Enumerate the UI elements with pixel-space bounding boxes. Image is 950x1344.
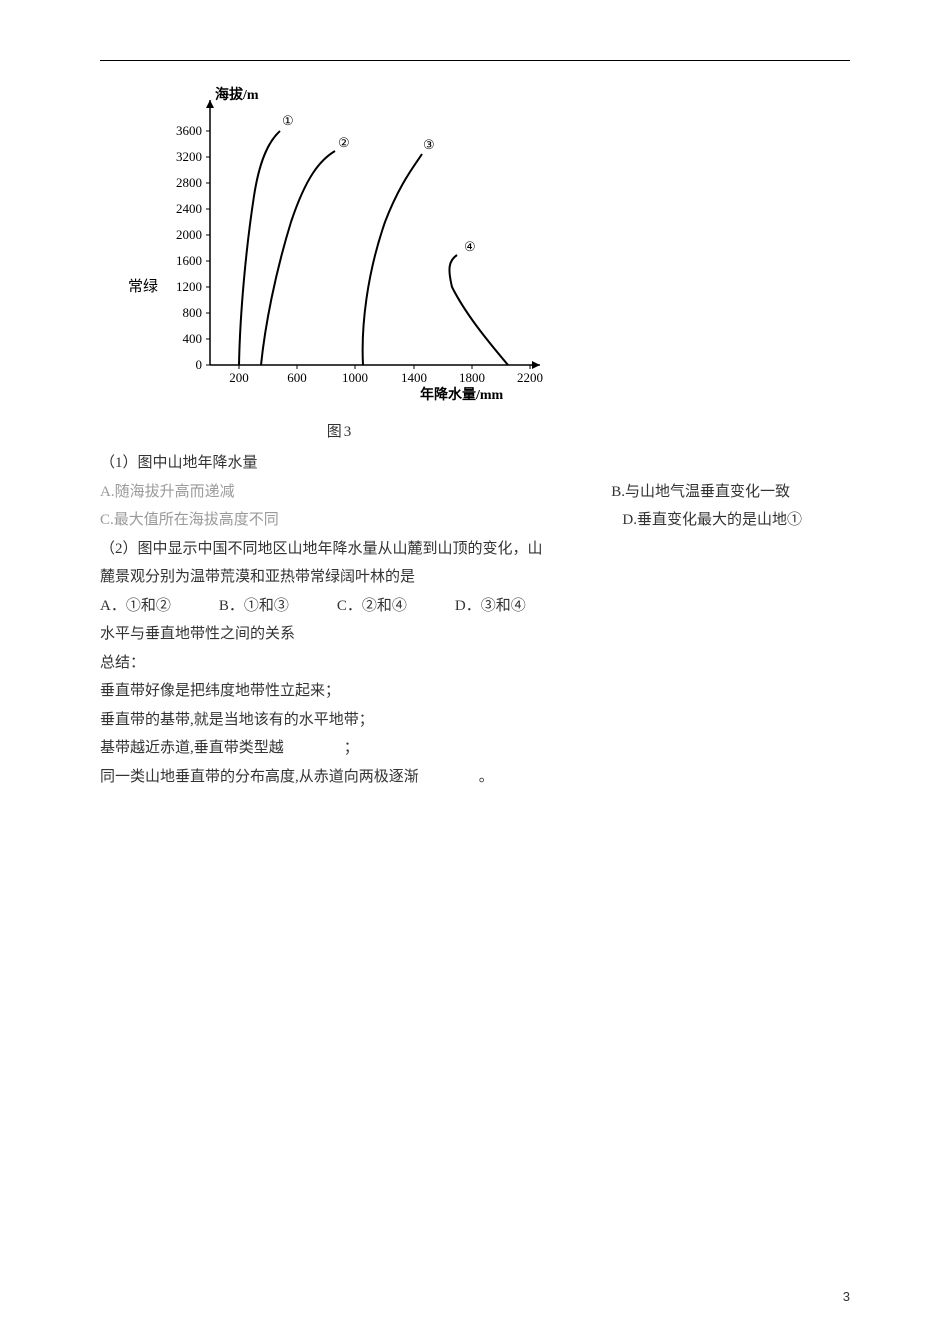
summary-l3a: 基带越近赤道,垂直带类型越 — [100, 740, 284, 756]
curve-3-label: ③ — [423, 137, 435, 152]
q2-options: A．①和② B．①和③ C．②和④ D．③和④ — [100, 592, 850, 621]
q1-option-a: A.随海拔升高而递减 — [100, 478, 235, 507]
summary-line4: 同一类山地垂直带的分布高度,从赤道向两极逐渐 。 — [100, 763, 850, 792]
curve-1-label: ① — [282, 113, 294, 128]
q2-option-a: A．①和② — [100, 592, 171, 621]
y-tick-2000: 2000 — [176, 227, 202, 242]
q1-a-text: 随海拔升高而递减 — [115, 484, 235, 500]
q1-stem: （1）图中山地年降水量 — [100, 449, 850, 478]
y-axis-arrow — [206, 100, 214, 108]
summary-heading: 总结： — [100, 649, 850, 678]
y-ticks: 0 400 800 1200 1600 2000 2400 2800 3200 … — [176, 123, 210, 372]
top-rule — [100, 60, 850, 61]
q1-c-label: C. — [100, 512, 114, 528]
curve-4 — [449, 255, 508, 365]
y-tick-3200: 3200 — [176, 149, 202, 164]
summary-l4b: 。 — [479, 769, 494, 785]
y-axis-label: 海拔/m — [215, 86, 259, 103]
q2-line2: 麓景观分别为温带荒漠和亚热带常绿阔叶林的是 — [100, 563, 850, 592]
q1-option-b: B.与山地气温垂直变化一致 — [611, 478, 790, 507]
curve-4-label: ④ — [464, 239, 476, 254]
q1-option-d: D.垂直变化最大的是山地① — [622, 506, 802, 535]
q2-option-d: D．③和④ — [455, 592, 526, 621]
x-tick-600: 600 — [287, 370, 307, 385]
x-tick-2200: 2200 — [517, 370, 543, 385]
y-tick-2400: 2400 — [176, 201, 202, 216]
q2-line1: （2）图中显示中国不同地区山地年降水量从山麓到山顶的变化，山 — [100, 535, 850, 564]
y-tick-1200: 1200 — [176, 279, 202, 294]
summary-line3: 基带越近赤道,垂直带类型越 ； — [100, 734, 850, 763]
q1-option-c: C.最大值所在海拔高度不同 — [100, 506, 279, 535]
y-tick-400: 400 — [183, 331, 203, 346]
summary-line2: 垂直带的基带,就是当地该有的水平地带； — [100, 706, 850, 735]
curve-1 — [239, 131, 280, 365]
page-number: 3 — [843, 1289, 850, 1304]
summary-line1: 垂直带好像是把纬度地带性立起来； — [100, 677, 850, 706]
figure-caption: 图3 — [120, 420, 560, 441]
y-tick-800: 800 — [183, 305, 203, 320]
x-axis-label: 年降水量/mm — [420, 386, 504, 403]
figure-3: 0 400 800 1200 1600 2000 2400 2800 3200 … — [120, 85, 850, 441]
x-axis-arrow — [532, 361, 540, 369]
x-tick-1400: 1400 — [401, 370, 427, 385]
summary-title: 水平与垂直地带性之间的关系 — [100, 620, 850, 649]
chart-svg: 0 400 800 1200 1600 2000 2400 2800 3200 … — [120, 85, 560, 415]
y-tick-0: 0 — [196, 357, 203, 372]
side-label: 常绿 — [128, 278, 158, 295]
q2-option-b: B．①和③ — [219, 592, 289, 621]
q2-option-c: C．②和④ — [337, 592, 407, 621]
y-tick-2800: 2800 — [176, 175, 202, 190]
y-tick-3600: 3600 — [176, 123, 202, 138]
q1-c-text: 最大值所在海拔高度不同 — [114, 512, 279, 528]
x-ticks: 200 600 1000 1400 1800 2200 — [229, 365, 543, 385]
x-tick-200: 200 — [229, 370, 249, 385]
curve-2 — [261, 151, 335, 365]
summary-l3b: ； — [344, 740, 359, 756]
x-tick-1800: 1800 — [459, 370, 485, 385]
summary-l4a: 同一类山地垂直带的分布高度,从赤道向两极逐渐 — [100, 769, 419, 785]
x-tick-1000: 1000 — [342, 370, 368, 385]
y-tick-1600: 1600 — [176, 253, 202, 268]
curve-3 — [363, 154, 422, 365]
q1-a-label: A. — [100, 484, 115, 500]
curve-2-label: ② — [338, 135, 350, 150]
